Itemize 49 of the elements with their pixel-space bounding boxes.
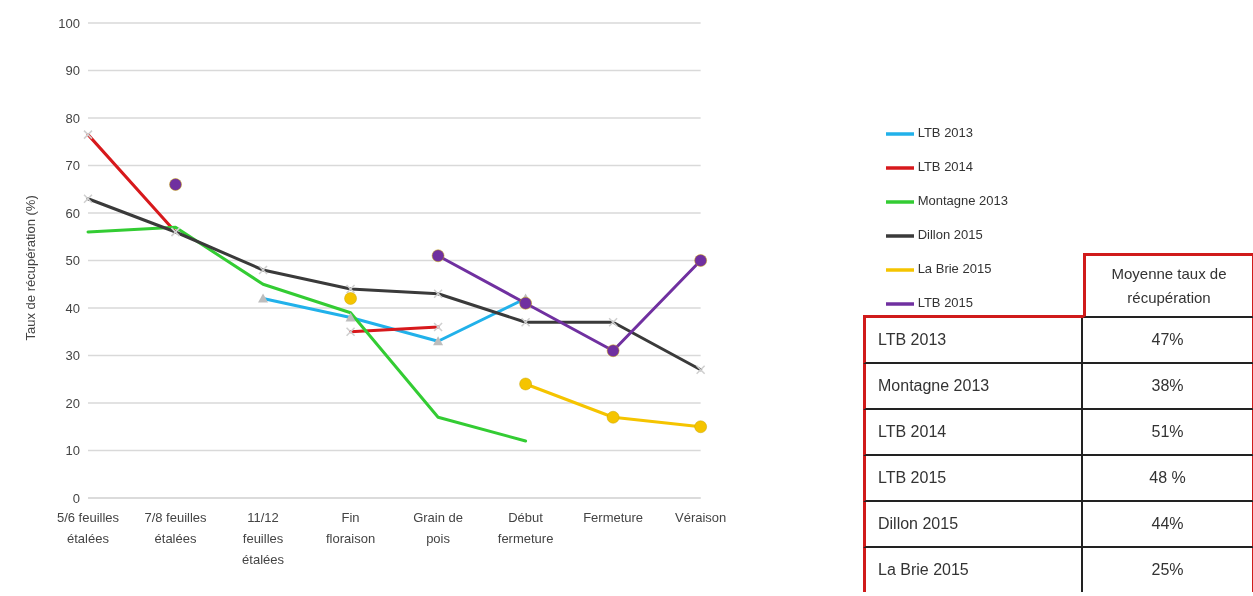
- legend-label: La Brie 2015: [917, 261, 992, 276]
- legend-label: Montagne 2013: [917, 193, 1008, 208]
- point: [519, 377, 532, 391]
- point: [344, 292, 357, 305]
- y-tick-label: 20: [65, 395, 80, 411]
- point: [431, 249, 445, 262]
- y-tick-label: 0: [72, 490, 80, 506]
- legend-label: LTB 2014: [917, 159, 974, 174]
- text: 51%: [1151, 423, 1184, 440]
- y-tick-label: 90: [65, 63, 80, 79]
- point: [606, 344, 620, 357]
- point: [169, 178, 182, 191]
- category-label: La Brie 2015: [866, 548, 1083, 592]
- legend-label: LTB 2013: [917, 125, 974, 140]
- x-tick-label: Grain de pois: [413, 510, 464, 546]
- x-tick-label: Fermeture: [583, 510, 644, 525]
- text: 38%: [1151, 377, 1184, 394]
- legend-label: Dillon 2015: [917, 227, 983, 242]
- category-label: LTB 2013: [866, 318, 1083, 362]
- y-tick-label: 40: [65, 300, 80, 316]
- y-tick-label: 60: [65, 205, 80, 221]
- x-tick-label: 7/8 feuilles étalées: [144, 510, 208, 546]
- x-tick-label: Début fermeture: [497, 510, 554, 546]
- point: [519, 297, 532, 310]
- legend-label: LTB 2015: [917, 295, 974, 310]
- y-tick-label: 80: [65, 110, 80, 126]
- text: 44%: [1151, 515, 1184, 532]
- x-tick-label: 5/6 feuilles étalées: [56, 510, 120, 546]
- text: 48 %: [1149, 469, 1186, 486]
- text: 25%: [1151, 561, 1184, 578]
- y-axis-title: Taux de récupération (%): [22, 195, 38, 341]
- point: [694, 254, 707, 267]
- line-series: [86, 225, 528, 443]
- x-tick-label: 11/12 feuilles étalées: [242, 510, 285, 567]
- category-label: LTB 2015: [866, 456, 1083, 500]
- x-tick-label: Véraison: [674, 510, 727, 525]
- y-tick-label: 30: [65, 348, 80, 364]
- text: Moyenne taux de récupération: [1083, 253, 1253, 318]
- y-tick-label: 70: [65, 158, 80, 174]
- y-tick-label: 50: [65, 253, 80, 269]
- category-label: Dillon 2015: [866, 502, 1083, 546]
- text: 47%: [1151, 331, 1184, 348]
- y-tick-label: 100: [58, 15, 80, 31]
- x-tick-label: Fin floraison: [325, 510, 376, 546]
- point: [606, 411, 620, 424]
- category-label: LTB 2014: [866, 410, 1083, 454]
- point: [694, 420, 707, 433]
- y-tick-label: 10: [65, 443, 80, 459]
- category-label: Montagne 2013: [866, 364, 1083, 408]
